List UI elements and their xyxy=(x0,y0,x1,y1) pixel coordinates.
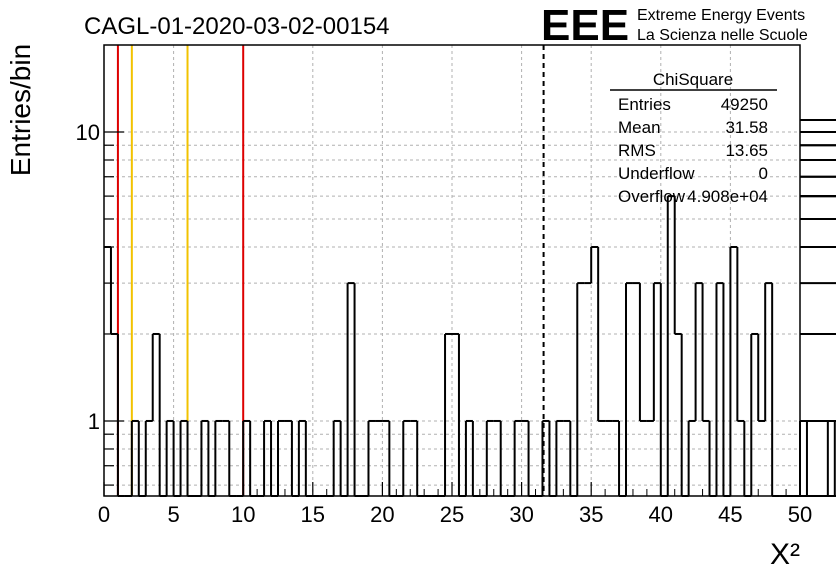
stats-value-rms: 13.65 xyxy=(725,141,768,160)
stats-value-entries: 49250 xyxy=(721,95,768,114)
x-tick-label: 20 xyxy=(370,502,394,527)
org-name-line2: La Scienza nelle Scuole xyxy=(637,27,808,44)
x-tick-label: 40 xyxy=(649,502,673,527)
stats-label-overflow: Overflow xyxy=(618,187,686,206)
cut-lines xyxy=(116,45,545,496)
x-tick-label: 10 xyxy=(231,502,255,527)
run-title: CAGL-01-2020-03-02-00154 xyxy=(84,13,390,40)
tick-labels: 0 5 10 15 20 25 30 35 40 45 50 1 10 xyxy=(76,120,813,527)
stats-value-overflow: 4.908e+04 xyxy=(687,187,768,206)
org-name-line1: Extreme Energy Events xyxy=(637,7,805,24)
stats-box: ChiSquare Entries 49250 Mean 31.58 RMS 1… xyxy=(610,70,777,206)
x-tick-label: 25 xyxy=(440,502,464,527)
x-axis-label: X² xyxy=(770,538,800,571)
grid-lines xyxy=(104,45,800,496)
y-tick-label: 1 xyxy=(88,409,100,434)
stats-label-mean: Mean xyxy=(618,118,661,137)
stats-title: ChiSquare xyxy=(653,70,733,89)
x-tick-label: 5 xyxy=(167,502,179,527)
x-tick-label: 45 xyxy=(718,502,742,527)
x-tick-label: 30 xyxy=(509,502,533,527)
stats-value-mean: 31.58 xyxy=(725,118,768,137)
axis-ticks xyxy=(103,131,801,496)
x-tick-label: 15 xyxy=(301,502,325,527)
stats-label-rms: RMS xyxy=(618,141,656,160)
stats-label-underflow: Underflow xyxy=(618,164,695,183)
x-tick-label: 50 xyxy=(788,502,812,527)
y-axis-label: Entries/bin xyxy=(5,44,36,176)
eee-logo: EEE xyxy=(541,1,629,50)
x-tick-label: 0 xyxy=(98,502,110,527)
x-tick-label: 35 xyxy=(579,502,603,527)
stats-label-entries: Entries xyxy=(618,95,671,114)
stats-value-underflow: 0 xyxy=(759,164,768,183)
y-tick-label: 10 xyxy=(76,120,100,145)
